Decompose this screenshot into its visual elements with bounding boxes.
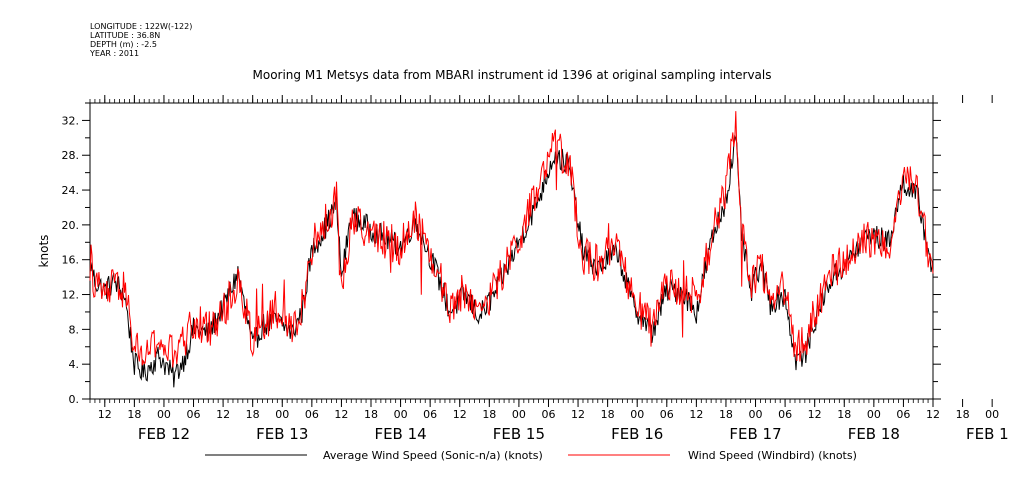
x-day-label: FEB 14 (374, 425, 426, 443)
x-hour-label: 06 (660, 408, 674, 421)
x-hour-label: 00 (157, 408, 171, 421)
x-day-label: FEB 16 (611, 425, 663, 443)
y-tick-label: 32. (62, 114, 80, 127)
x-hour-label: 18 (956, 408, 970, 421)
x-hour-label: 06 (896, 408, 910, 421)
y-tick-label: 0. (69, 393, 80, 406)
x-hour-label: 00 (394, 408, 408, 421)
x-day-label: FEB 13 (256, 425, 308, 443)
legend-label-average: Average Wind Speed (Sonic-n/a) (knots) (323, 449, 543, 462)
x-hour-label: 06 (778, 408, 792, 421)
x-day-label: FEB 15 (493, 425, 545, 443)
y-tick-label: 28. (62, 149, 80, 162)
x-hour-label: 00 (985, 408, 999, 421)
meta-year: YEAR : 2011 (90, 49, 140, 58)
x-day-label: FEB 12 (138, 425, 190, 443)
x-hour-label: 00 (867, 408, 881, 421)
x-day-label: FEB 19 (966, 425, 1009, 443)
x-hour-label: 12 (98, 408, 112, 421)
x-hour-label: 18 (837, 408, 851, 421)
x-hour-label: 12 (334, 408, 348, 421)
x-hour-label: 12 (926, 408, 940, 421)
x-hour-label: 18 (127, 408, 141, 421)
y-tick-label: 8. (69, 323, 80, 336)
x-hour-label: 00 (630, 408, 644, 421)
y-tick-label: 16. (62, 254, 80, 267)
meta-depth: DEPTH (m) : -2.5 (90, 40, 157, 49)
x-hour-label: 00 (275, 408, 289, 421)
meta-longitude: LONGITUDE : 122W(-122) (90, 22, 193, 31)
meta-latitude: LATITUDE : 36.8N (90, 31, 161, 40)
x-hour-label: 00 (512, 408, 526, 421)
axes-layer: 12 18 00 06 12 18 00 06 12 18 00 06 12 18 00 06 12 18 00 06… (37, 95, 1009, 443)
x-hour-label: 12 (689, 408, 703, 421)
x-hour-label: 12 (453, 408, 467, 421)
metadata-block: LONGITUDE : 122W(-122) LATITUDE : 36.8N … (90, 22, 192, 58)
x-hour-label: 12 (571, 408, 585, 421)
legend-label-windbird: Wind Speed (Windbird) (knots) (688, 449, 857, 462)
x-hour-label: 18 (246, 408, 260, 421)
legend: Average Wind Speed (Sonic-n/a) (knots) Wi… (205, 449, 857, 462)
x-hour-label: 18 (482, 408, 496, 421)
x-hour-label: 12 (808, 408, 822, 421)
y-tick-label: 4. (69, 358, 80, 371)
series-layer (89, 111, 934, 388)
y-tick-label: 12. (62, 289, 80, 302)
y-tick-label: 20. (62, 219, 80, 232)
plot-frame (89, 102, 934, 400)
x-hour-label: 06 (305, 408, 319, 421)
x-hour-label: 18 (601, 408, 615, 421)
x-day-label: FEB 17 (729, 425, 781, 443)
x-hour-label: 12 (216, 408, 230, 421)
y-axis-label: knots (37, 235, 51, 268)
y-tick-label: 24. (62, 184, 80, 197)
x-hour-label: 06 (423, 408, 437, 421)
x-hour-label: 06 (541, 408, 555, 421)
x-hour-label: 18 (364, 408, 378, 421)
chart-title: Mooring M1 Metsys data from MBARI instru… (252, 68, 772, 82)
x-hour-label: 06 (187, 408, 201, 421)
series-line-windbird (89, 111, 934, 368)
x-day-label: FEB 18 (848, 425, 900, 443)
x-hour-label: 18 (719, 408, 733, 421)
x-hour-label: 00 (749, 408, 763, 421)
